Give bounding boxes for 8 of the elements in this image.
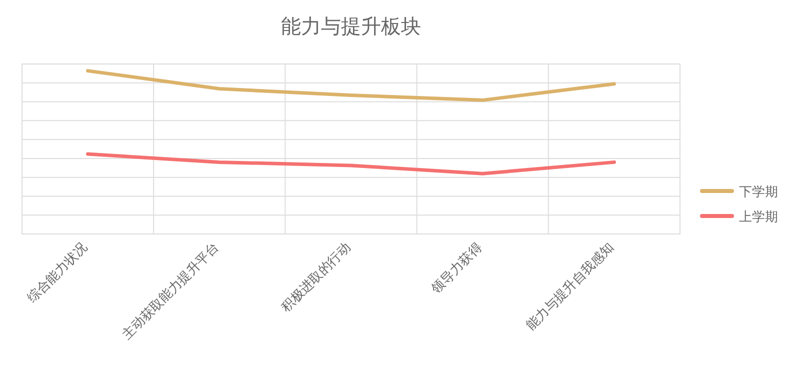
x-tick-label: 积极进取的行动 (278, 240, 354, 316)
legend-label: 上学期 (739, 210, 778, 225)
x-tick-label: 综合能力状况 (24, 240, 91, 306)
legend-label: 下学期 (739, 185, 778, 200)
chart-title: 能力与提升板块 (281, 14, 421, 38)
x-tick-label: 领导力获得 (428, 240, 486, 297)
x-tick-label: 主动获取能力提升平台 (118, 240, 222, 343)
x-tick-label: 能力与提升自我感知 (524, 240, 618, 334)
